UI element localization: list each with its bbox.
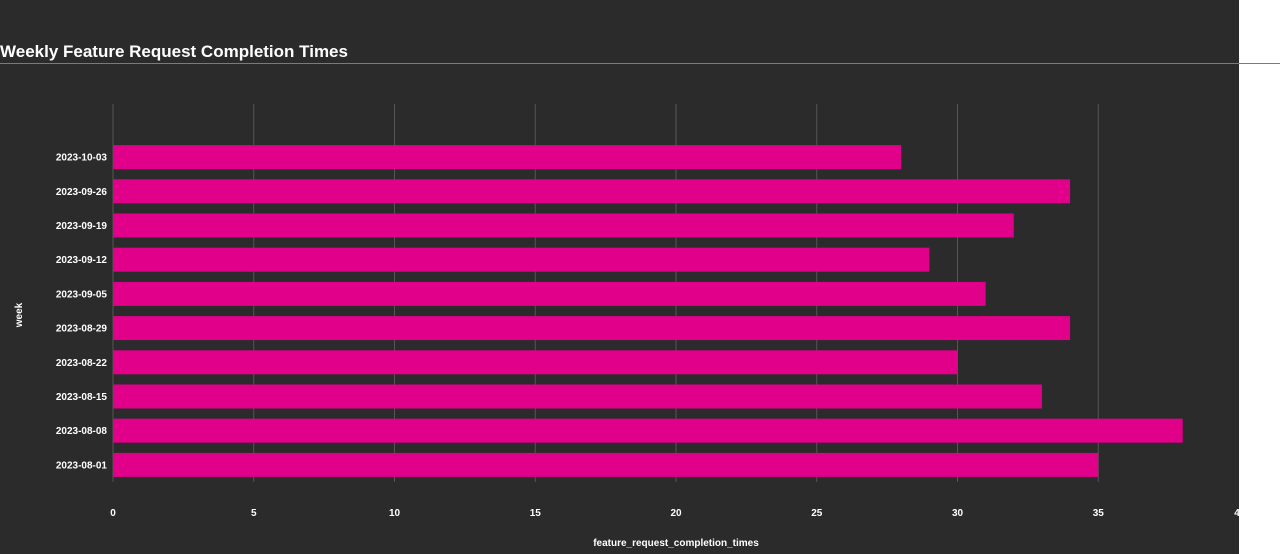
x-tick-label: 20: [670, 508, 682, 519]
x-tick-label: 30: [952, 508, 964, 519]
bar-2023-09-12[interactable]: [113, 247, 930, 272]
x-tick-label: 25: [811, 508, 823, 519]
bar-2023-08-22[interactable]: [113, 350, 958, 375]
bar-2023-08-01[interactable]: [113, 452, 1099, 477]
x-tick-label: 10: [389, 508, 401, 519]
y-tick-label: 2023-09-05: [56, 289, 108, 300]
y-tick-label: 2023-08-01: [56, 460, 108, 471]
bar-2023-10-03[interactable]: [113, 145, 902, 170]
y-tick-label: 2023-09-12: [56, 255, 108, 266]
x-tick-labels: 0 5 10 15 20 25 30 35 4: [110, 508, 1239, 519]
bar-2023-08-15[interactable]: [113, 384, 1042, 409]
y-axis-title: week: [14, 302, 25, 328]
y-tick-label: 2023-08-22: [56, 358, 108, 369]
bars: [113, 145, 1183, 477]
bar-2023-08-29[interactable]: [113, 316, 1071, 341]
bar-2023-09-19[interactable]: [113, 213, 1014, 238]
y-tick-labels: 2023-08-01 2023-08-08 2023-08-15 2023-08-22…: [56, 153, 108, 472]
y-tick-label: 2023-09-26: [56, 187, 108, 198]
bar-2023-08-08[interactable]: [113, 418, 1183, 443]
y-tick-label: 2023-09-19: [56, 221, 108, 232]
y-tick-label: 2023-08-15: [56, 392, 108, 403]
x-tick-label: 5: [251, 508, 257, 519]
title-divider: [0, 63, 1280, 64]
y-tick-label: 2023-08-29: [56, 324, 108, 335]
bar-chart: 2023-08-01 2023-08-08 2023-08-15 2023-08-22…: [14, 104, 1239, 549]
x-tick-label: 15: [530, 508, 542, 519]
chart-title: Weekly Feature Request Completion Times: [0, 42, 348, 61]
y-tick-label: 2023-10-03: [56, 153, 108, 164]
x-axis-title: feature_request_completion_times: [593, 538, 759, 549]
x-tick-label: 4: [1234, 508, 1239, 519]
bar-2023-09-05[interactable]: [113, 281, 986, 306]
bar-2023-09-26[interactable]: [113, 179, 1071, 204]
x-tick-label: 35: [1093, 508, 1105, 519]
x-tick-label: 0: [110, 508, 116, 519]
y-tick-label: 2023-08-08: [56, 426, 108, 437]
